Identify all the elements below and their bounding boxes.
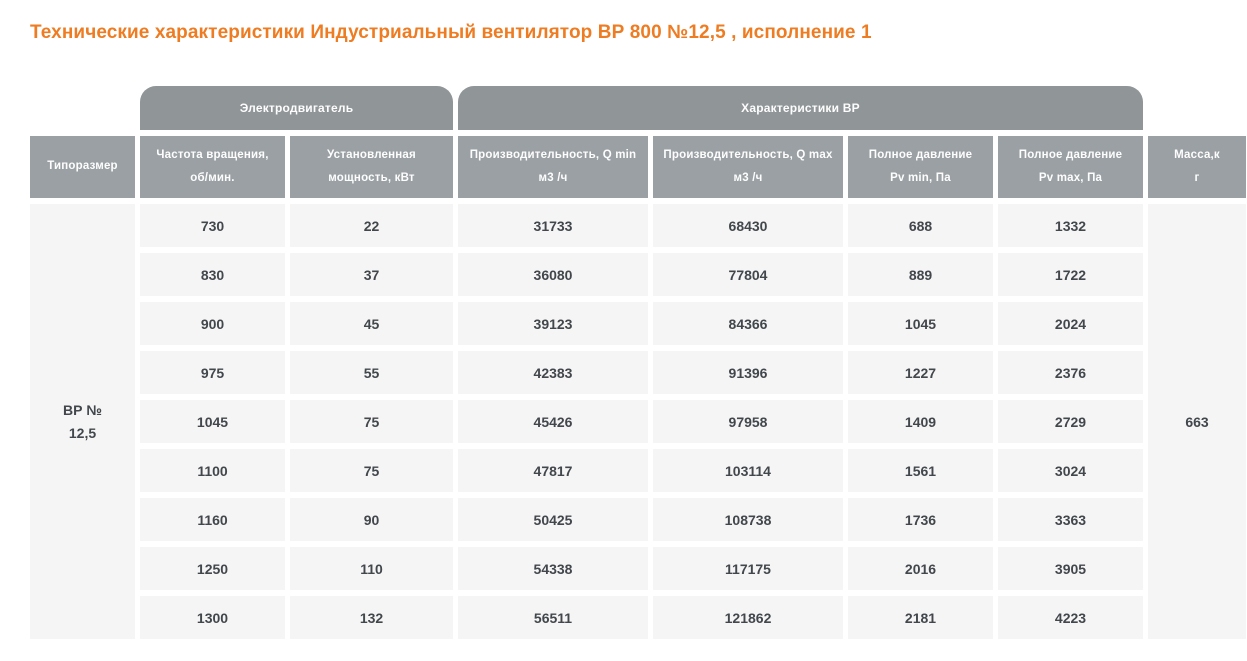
table-cell: 1736	[848, 498, 993, 541]
mass-merged-cell: 663	[1148, 204, 1246, 639]
table-cell: 90	[290, 498, 453, 541]
table-cell: 1160	[140, 498, 285, 541]
table-cell: 1561	[848, 449, 993, 492]
column-header-pressure-pvmin: Полное давление Pv min, Па	[848, 136, 993, 198]
column-header-label: Производительность, Q max	[663, 149, 833, 161]
column-header-label: Установленная	[327, 149, 416, 161]
table-cell: 121862	[653, 596, 843, 639]
table-cell: 39123	[458, 302, 648, 345]
table-cell: 91396	[653, 351, 843, 394]
column-header-label: об/мин.	[190, 171, 235, 184]
size-label-line2: 12,5	[68, 425, 97, 441]
table-cell: 1227	[848, 351, 993, 394]
table-cell: 1409	[848, 400, 993, 443]
table-cell: 889	[848, 253, 993, 296]
column-header-label: м3 /ч	[733, 171, 763, 184]
table-cell: 22	[290, 204, 453, 247]
table-cell: 730	[140, 204, 285, 247]
table-cell: 117175	[653, 547, 843, 590]
page: Технические характеристики Индустриальны…	[30, 22, 1246, 639]
column-header-installed-power: Установленная мощность, кВт	[290, 136, 453, 198]
table-cell: 1722	[998, 253, 1143, 296]
table-cell: 2376	[998, 351, 1143, 394]
table-cell: 55	[290, 351, 453, 394]
table-cell: 108738	[653, 498, 843, 541]
table-cell: 688	[848, 204, 993, 247]
table-cell: 1250	[140, 547, 285, 590]
column-header-label: Полное давление	[868, 149, 973, 161]
table-cell: 47817	[458, 449, 648, 492]
table-cell: 2016	[848, 547, 993, 590]
table-cell: 103114	[653, 449, 843, 492]
column-header-label: Частота вращения,	[156, 149, 269, 161]
table-cell: 3024	[998, 449, 1143, 492]
table-cell: 1045	[140, 400, 285, 443]
column-header-mass: Масса,к г	[1148, 136, 1246, 198]
table-cell: 84366	[653, 302, 843, 345]
table-cell: 75	[290, 400, 453, 443]
table-cell: 3905	[998, 547, 1143, 590]
size-label-line1: ВР №	[63, 402, 102, 418]
table-cell: 31733	[458, 204, 648, 247]
column-header-label: Pv min, Па	[890, 171, 951, 184]
size-merged-cell: ВР № 12,5	[30, 204, 135, 639]
table-cell: 2181	[848, 596, 993, 639]
table-cell: 50425	[458, 498, 648, 541]
table-cell: 975	[140, 351, 285, 394]
column-header-label: Масса,к	[1174, 149, 1220, 161]
column-header-label: Типоразмер	[47, 160, 118, 173]
group-header-motor: Электродвигатель	[140, 86, 453, 130]
table-cell: 4223	[998, 596, 1143, 639]
group-header-fan-characteristics: Характеристики ВР	[458, 86, 1143, 130]
table-cell: 2729	[998, 400, 1143, 443]
table-cell: 900	[140, 302, 285, 345]
table-cell: 54338	[458, 547, 648, 590]
table-cell: 2024	[998, 302, 1143, 345]
table-cell: 97958	[653, 400, 843, 443]
column-header-label: г	[1194, 171, 1200, 184]
page-title: Технические характеристики Индустриальны…	[30, 22, 872, 43]
table-cell: 1332	[998, 204, 1143, 247]
column-header-capacity-qmax: Производительность, Q max м3 /ч	[653, 136, 843, 198]
table-cell: 45	[290, 302, 453, 345]
column-header-label: Полное давление	[1018, 149, 1123, 161]
table-cell: 1045	[848, 302, 993, 345]
table-cell: 42383	[458, 351, 648, 394]
column-header-capacity-qmin: Производительность, Q min м3 /ч	[458, 136, 648, 198]
column-header-size: Типоразмер	[30, 136, 135, 198]
table-cell: 75	[290, 449, 453, 492]
table-cell: 1300	[140, 596, 285, 639]
table-cell: 68430	[653, 204, 843, 247]
table-cell: 132	[290, 596, 453, 639]
table-cell: 37	[290, 253, 453, 296]
table-cell: 77804	[653, 253, 843, 296]
column-header-label: мощность, кВт	[328, 171, 415, 184]
spec-table: Электродвигатель Характеристики ВР Типор…	[30, 86, 1246, 639]
table-cell: 110	[290, 547, 453, 590]
table-cell: 45426	[458, 400, 648, 443]
column-header-rotation-speed: Частота вращения, об/мин.	[140, 136, 285, 198]
column-header-label: м3 /ч	[538, 171, 568, 184]
column-header-pressure-pvmax: Полное давление Pv max, Па	[998, 136, 1143, 198]
column-header-label: Производительность, Q min	[469, 149, 637, 161]
table-cell: 3363	[998, 498, 1143, 541]
table-cell: 36080	[458, 253, 648, 296]
table-cell: 56511	[458, 596, 648, 639]
table-cell: 830	[140, 253, 285, 296]
table-cell: 1100	[140, 449, 285, 492]
column-header-label: Pv max, Па	[1038, 171, 1103, 184]
